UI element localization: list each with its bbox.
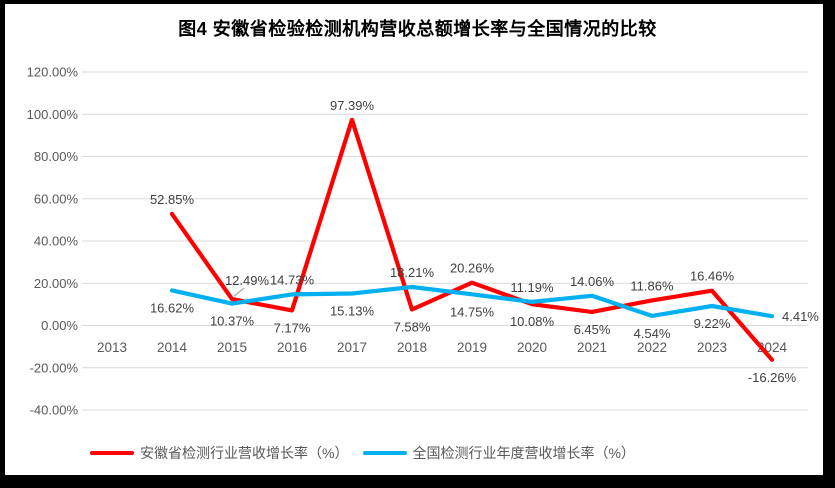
series-line-national (169, 284, 775, 319)
x-tick-label: 2015 (217, 340, 247, 355)
legend-item-national: 全国检测行业年度营收增长率（%） (362, 443, 635, 463)
data-label-national: 9.22% (694, 316, 731, 331)
anhui-line-swatch-icon (90, 451, 135, 455)
y-tick-label: 0.00% (41, 318, 78, 333)
data-label-anhui: 10.08% (510, 314, 555, 329)
data-label-national: 11.19% (510, 280, 554, 295)
data-label-anhui: 7.17% (274, 320, 311, 335)
y-tick-label: -20.00% (30, 360, 79, 375)
legend-label-anhui: 安徽省检测行业营收增长率（%） (140, 445, 349, 461)
data-label-anhui: 52.85% (150, 192, 195, 207)
line-chart: 120.00% 100.00% 80.00% 60.00% 40.00% 20.00% 0.… (27, 65, 820, 418)
page-title: 图4 安徽省检验检测机构营收总额增长率与全国情况的比较 (178, 19, 657, 39)
data-label-national: 10.37% (210, 314, 255, 329)
data-label-anhui: 16.46% (690, 269, 735, 284)
y-tick-label: 20.00% (34, 276, 79, 291)
data-label-anhui: 97.39% (330, 98, 375, 113)
x-tick-label: 2016 (277, 340, 307, 355)
data-label-national: 14.06% (570, 274, 615, 289)
y-tick-label: 100.00% (27, 107, 79, 122)
data-label-anhui: 7.58% (394, 320, 431, 335)
chart-legend: 安徽省检测行业营收增长率（%） 全国检测行业年度营收增长率（%） (0, 441, 835, 465)
x-tick-label: 2018 (397, 340, 427, 355)
data-label-national: 14.73% (270, 272, 315, 287)
data-label-anhui: 11.86% (630, 278, 674, 293)
series-line-anhui (169, 117, 775, 362)
data-label-anhui: -16.26% (748, 370, 797, 385)
data-label-national: 4.54% (634, 326, 671, 341)
data-label-national: 4.41% (782, 309, 819, 324)
data-label-national: 16.62% (150, 300, 195, 315)
x-tick-label: 2023 (697, 340, 727, 355)
data-label-national: 15.13% (330, 304, 375, 319)
national-line-swatch-icon (362, 451, 407, 455)
y-tick-label: 60.00% (34, 191, 79, 206)
x-tick-label: 2021 (577, 340, 607, 355)
x-tick-label: 2013 (97, 340, 127, 355)
y-tick-label: 40.00% (34, 234, 79, 249)
x-tick-label: 2017 (337, 340, 367, 355)
data-label-anhui: 12.49% (225, 273, 270, 288)
x-tick-label: 2014 (157, 340, 188, 355)
x-tick-label: 2020 (517, 340, 547, 355)
y-tick-label: -40.00% (30, 403, 79, 418)
x-tick-label: 2022 (637, 340, 667, 355)
data-label-anhui: 6.45% (574, 322, 611, 337)
data-label-national: 14.75% (450, 304, 495, 319)
legend-label-national: 全国检测行业年度营收增长率（%） (412, 445, 635, 461)
data-label-anhui: 20.26% (450, 261, 495, 276)
x-tick-label: 2019 (457, 340, 487, 355)
y-tick-label: 80.00% (34, 149, 79, 164)
data-label-national: 18.21% (390, 265, 435, 280)
y-tick-label: 120.00% (27, 65, 79, 80)
label-leader-line (233, 287, 245, 297)
legend-item-anhui: 安徽省检测行业营收增长率（%） (90, 443, 349, 463)
